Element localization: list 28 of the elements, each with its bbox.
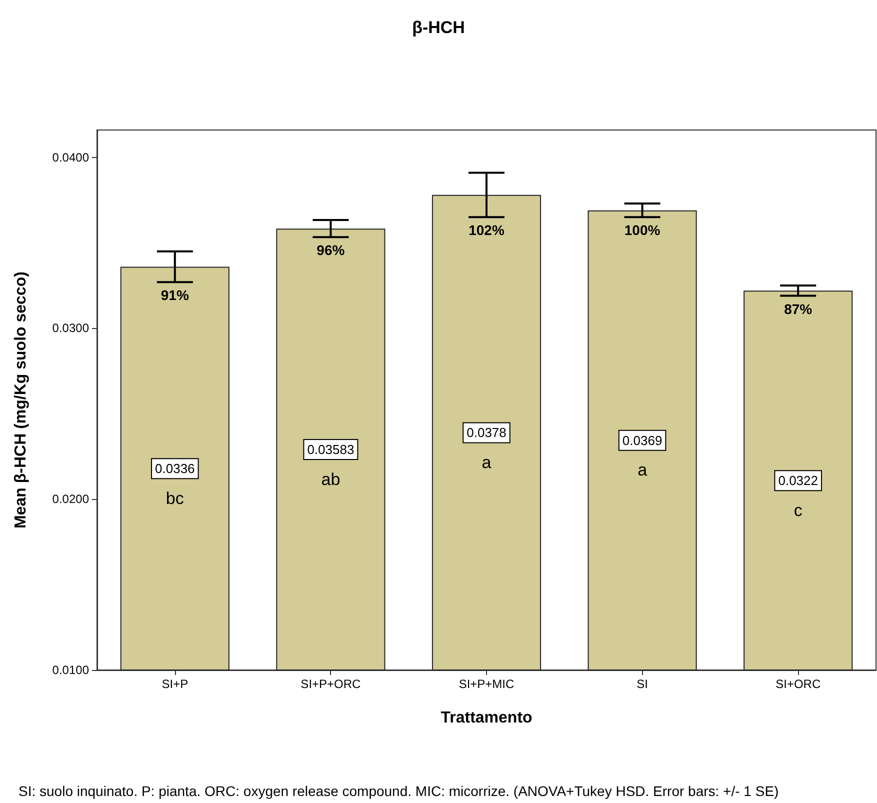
annotation: 91%: [160, 287, 190, 304]
annotation: 96%: [316, 242, 346, 258]
y-tick-label: 0.0200: [52, 492, 90, 506]
chart-title: β-HCH: [412, 18, 465, 37]
data-label: 0.03583: [307, 442, 354, 458]
data-label: 0.0369: [622, 432, 662, 448]
annotation: a: [638, 460, 648, 480]
annotation: 87%: [784, 300, 813, 317]
annotation: 100%: [624, 222, 661, 238]
data-label: 0.0336: [155, 461, 195, 476]
x-axis-title: Trattamento: [440, 710, 533, 726]
annotation: a: [482, 452, 492, 472]
annotation: ab: [321, 470, 340, 489]
text: SI: suolo inquinato. P: pianta. ORC: oxygen release compound. MIC: micorrize. (ANOVA+Tukey HSD. Error bars: +/- 1 SE): [18, 783, 779, 799]
x-tick-label: SI+ORC: [776, 677, 821, 691]
y-tick-label: 0.0400: [52, 150, 90, 164]
data-label: 0.0378: [466, 425, 506, 440]
annotation: c: [794, 500, 803, 520]
x-tick-label: SI+P: [162, 677, 188, 691]
data-label: 0.0322: [778, 473, 818, 488]
y-tick-label: 0.0100: [52, 663, 90, 677]
y-tick-label: 0.0300: [52, 321, 90, 336]
annotation: bc: [166, 488, 184, 508]
x-tick-label: SI+P+MIC: [458, 677, 515, 691]
x-tick-label: SI: [636, 677, 648, 691]
y-axis-title: Mean β-HCH (mg/Kg suolo secco): [12, 272, 30, 528]
annotation: 102%: [468, 222, 505, 238]
x-tick-label: SI+P+ORC: [300, 677, 362, 691]
